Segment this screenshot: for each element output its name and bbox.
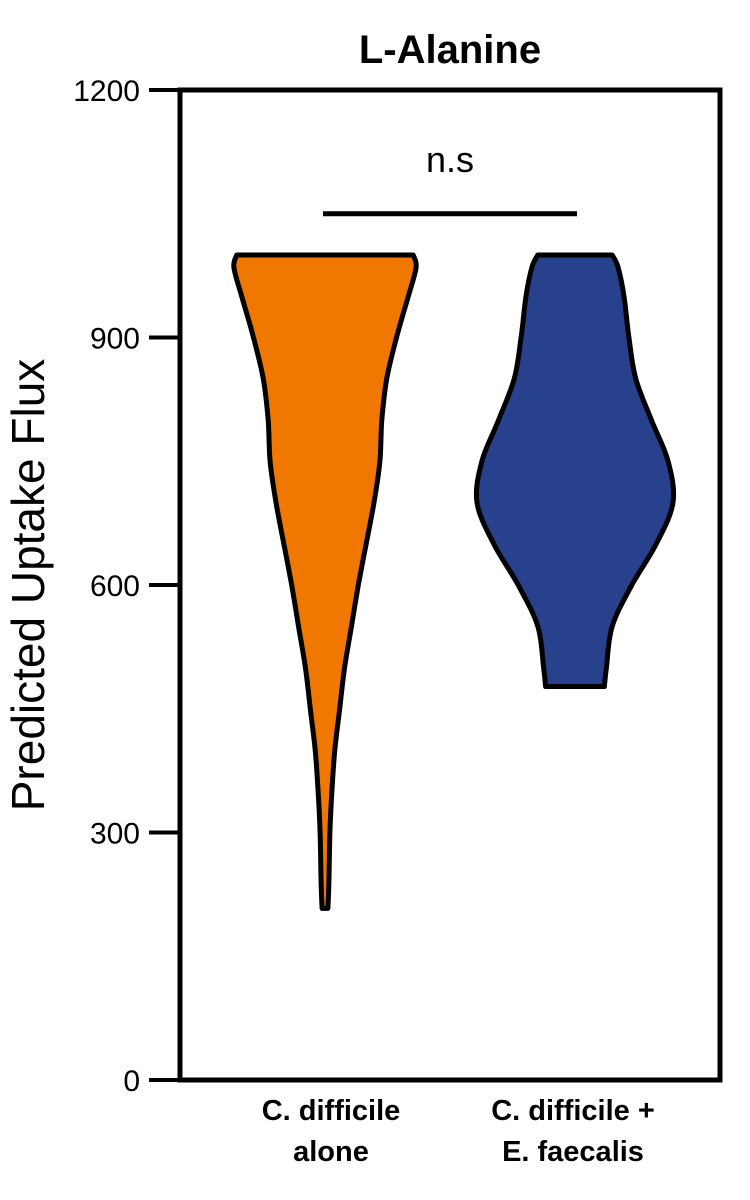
category-label: C. difficile (262, 1095, 401, 1127)
y-tick-label: 0 (123, 1065, 140, 1098)
axes: 0 300 600 900 1200 (73, 75, 723, 1098)
y-axis-label: Predicted Uptake Flux (2, 359, 54, 812)
y-tick-label: 600 (90, 570, 140, 603)
category-labels: C. difficile alone C. difficile + E. faecal… (262, 1095, 655, 1168)
violin-1 (231, 252, 419, 911)
category-label: E. faecalis (502, 1136, 644, 1168)
significance-label: n.s (426, 139, 474, 180)
y-tick-label: 900 (90, 323, 140, 356)
category-label: C. difficile + (491, 1095, 655, 1127)
y-tick-label: 300 (90, 818, 140, 851)
violin-2 (473, 252, 677, 689)
violins (231, 252, 677, 911)
significance-annotation: n.s (323, 139, 577, 217)
chart-title: L-Alanine (359, 28, 541, 72)
y-tick-label: 1200 (73, 75, 140, 108)
plot-frame (177, 87, 723, 1083)
category-label: alone (293, 1136, 369, 1168)
